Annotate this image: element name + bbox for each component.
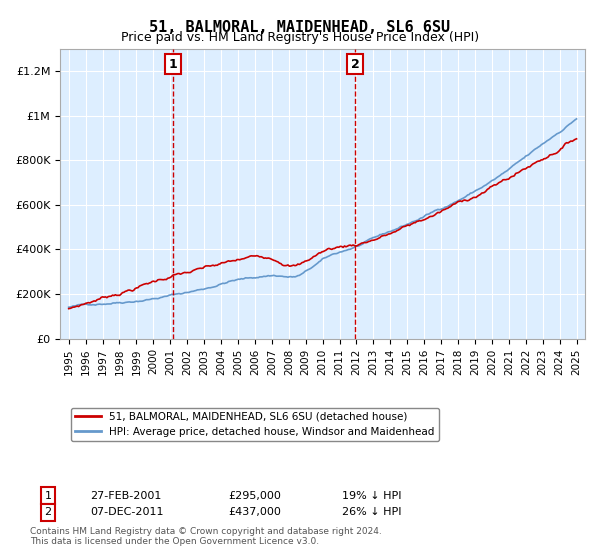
Text: 26% ↓ HPI: 26% ↓ HPI	[342, 507, 401, 517]
Text: 1: 1	[169, 58, 177, 71]
Legend: 51, BALMORAL, MAIDENHEAD, SL6 6SU (detached house), HPI: Average price, detached: 51, BALMORAL, MAIDENHEAD, SL6 6SU (detac…	[71, 408, 439, 441]
Text: 51, BALMORAL, MAIDENHEAD, SL6 6SU: 51, BALMORAL, MAIDENHEAD, SL6 6SU	[149, 20, 451, 35]
Text: 19% ↓ HPI: 19% ↓ HPI	[342, 491, 401, 501]
Text: £437,000: £437,000	[228, 507, 281, 517]
Text: 27-FEB-2001: 27-FEB-2001	[90, 491, 161, 501]
Text: Contains HM Land Registry data © Crown copyright and database right 2024.
This d: Contains HM Land Registry data © Crown c…	[30, 526, 382, 546]
Text: 1: 1	[44, 491, 52, 501]
Text: 07-DEC-2011: 07-DEC-2011	[90, 507, 163, 517]
Text: 2: 2	[44, 507, 52, 517]
Text: 2: 2	[351, 58, 359, 71]
Text: Price paid vs. HM Land Registry's House Price Index (HPI): Price paid vs. HM Land Registry's House …	[121, 31, 479, 44]
Text: £295,000: £295,000	[228, 491, 281, 501]
